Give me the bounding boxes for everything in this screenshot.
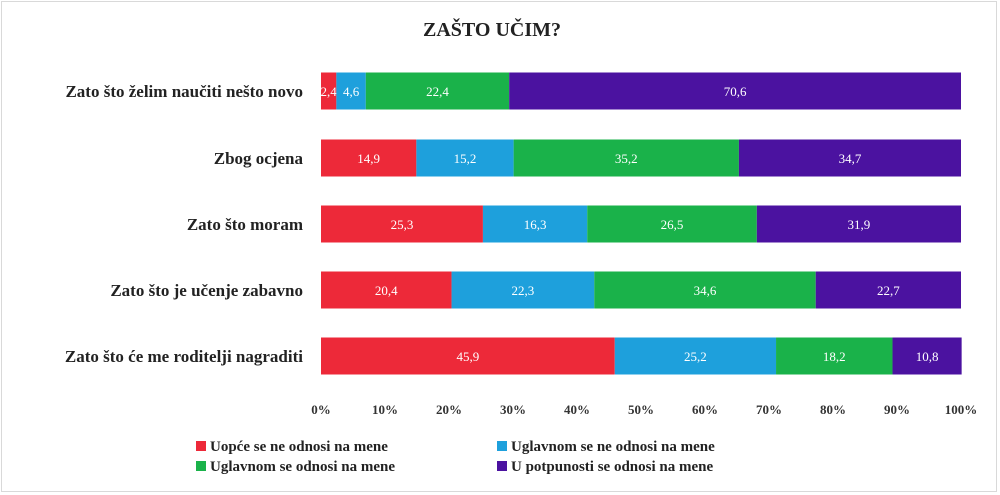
- bar-segment: [776, 337, 893, 375]
- data-label: 22,7: [877, 283, 900, 298]
- data-label: 14,9: [357, 151, 380, 166]
- bar-segment: [892, 337, 962, 375]
- data-label: 4,6: [343, 84, 360, 99]
- data-label: 22,4: [426, 84, 449, 99]
- bar-segment: [321, 139, 417, 177]
- data-label: 35,2: [615, 151, 638, 166]
- bars-group: 2,4 4,6 22,4 70,6 14,9 15,2 35,2 34,7 25,3 16,3 26…: [321, 72, 962, 375]
- data-label: 10,8: [916, 349, 939, 364]
- data-label: 34,6: [694, 283, 717, 298]
- data-label: 15,2: [454, 151, 477, 166]
- legend-swatch: [196, 441, 206, 451]
- bar-segment: [594, 271, 816, 309]
- legend-swatch: [497, 441, 507, 451]
- category-label: Zato što će me roditelji nagraditi: [65, 347, 303, 366]
- legend-swatch: [196, 461, 206, 471]
- x-tick-label: 100%: [945, 402, 978, 417]
- data-label: 70,6: [724, 84, 747, 99]
- legend-label: Uopće se ne odnosi na mene: [210, 439, 388, 455]
- bar-segment: [509, 72, 961, 110]
- x-tick-label: 20%: [436, 402, 462, 417]
- data-label: 18,2: [823, 349, 846, 364]
- category-label: Zato što želim naučiti nešto novo: [65, 82, 303, 101]
- legend: Uopće se ne odnosi na mene Uglavnom se ne…: [196, 439, 715, 475]
- bar-segment: [513, 139, 739, 177]
- chart-title: ZAŠTO UČIM?: [423, 17, 561, 41]
- x-tick-label: 10%: [372, 402, 398, 417]
- x-tick-label: 30%: [500, 402, 526, 417]
- data-label: 34,7: [839, 151, 862, 166]
- legend-label: Uglavnom se ne odnosi na mene: [511, 439, 715, 455]
- legend-swatch: [497, 461, 507, 471]
- x-tick-label: 60%: [692, 402, 718, 417]
- bar-segment: [482, 205, 588, 243]
- bar-segment: [815, 271, 961, 309]
- data-label: 26,5: [661, 217, 684, 232]
- bar-segment: [738, 139, 961, 177]
- bar-segment: [416, 139, 514, 177]
- x-tick-label: 40%: [564, 402, 590, 417]
- data-label: 22,3: [512, 283, 535, 298]
- data-label: 25,3: [391, 217, 414, 232]
- data-label: 45,9: [457, 349, 480, 364]
- x-tick-label: 90%: [884, 402, 910, 417]
- bar-segment: [756, 205, 961, 243]
- x-tick-label: 0%: [311, 402, 331, 417]
- bar-segment: [321, 271, 452, 309]
- bar-segment: [587, 205, 757, 243]
- data-label: 25,2: [684, 349, 707, 364]
- x-tick-label: 70%: [756, 402, 782, 417]
- legend-label: Uglavnom se odnosi na mene: [210, 459, 395, 475]
- x-tick-label: 80%: [820, 402, 846, 417]
- x-tick-label: 50%: [628, 402, 654, 417]
- data-label: 31,9: [848, 217, 871, 232]
- category-label: Zato što je učenje zabavno: [110, 281, 303, 300]
- bar-segment: [321, 72, 337, 110]
- data-label: 20,4: [375, 283, 398, 298]
- bar-segment: [321, 337, 615, 375]
- category-label: Zbog ocjena: [214, 149, 304, 168]
- data-label: 2,4: [321, 84, 338, 99]
- bar-segment: [614, 337, 777, 375]
- category-labels: Zato što želim naučiti nešto novo Zbog oc…: [65, 82, 304, 366]
- bar-segment: [365, 72, 510, 110]
- data-label: 16,3: [524, 217, 547, 232]
- x-tick-labels: 0% 10% 20% 30% 40% 50% 60% 70% 80% 90% 100%: [311, 402, 977, 417]
- bar-segment: [451, 271, 595, 309]
- bar-segment: [336, 72, 366, 110]
- legend-label: U potpunosti se odnosi na mene: [511, 459, 713, 475]
- category-label: Zato što moram: [187, 215, 303, 234]
- bar-segment: [321, 205, 483, 243]
